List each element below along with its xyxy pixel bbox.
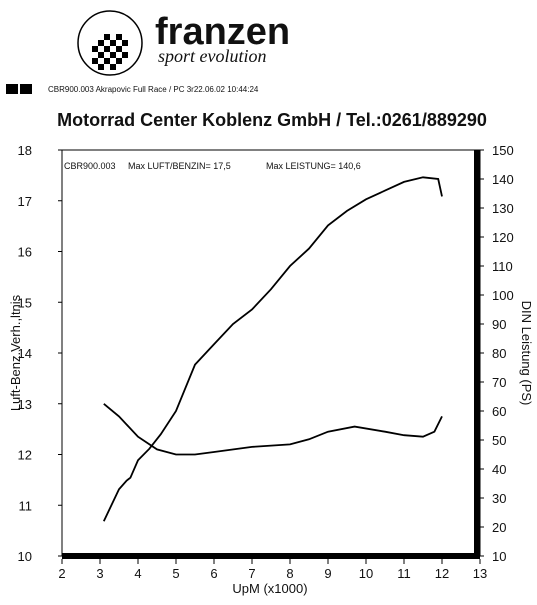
y2-tick-label: 20 xyxy=(492,520,506,535)
checker-square xyxy=(92,46,98,52)
checker-square xyxy=(122,40,128,46)
checker-square xyxy=(116,34,122,40)
y-tick-label: 18 xyxy=(18,143,32,158)
x-axis-label: UpM (x1000) xyxy=(232,581,307,596)
y2-tick-label: 40 xyxy=(492,462,506,477)
y2-tick-label: 60 xyxy=(492,404,506,419)
logo-tagline: sport evolution xyxy=(158,46,267,66)
y2-tick-label: 150 xyxy=(492,143,514,158)
x-tick-label: 6 xyxy=(210,566,217,581)
chart-title: Motorrad Center Koblenz GmbH / Tel.:0261… xyxy=(57,110,487,130)
data-line xyxy=(102,176,443,522)
checker-square xyxy=(98,64,104,70)
y-tick-label: 13 xyxy=(18,397,32,412)
y2-tick-label: 30 xyxy=(492,491,506,506)
y2-tick-label: 110 xyxy=(492,259,513,274)
logo-checker xyxy=(92,34,128,70)
y-tick-label: 16 xyxy=(18,245,32,260)
checker-square xyxy=(110,40,116,46)
y2-tick-label: 50 xyxy=(492,433,506,448)
x-tick-label: 11 xyxy=(397,566,411,581)
y2-axis-bar xyxy=(474,150,480,556)
y2-tick-label: 120 xyxy=(492,230,514,245)
y2-tick-label: 90 xyxy=(492,317,506,332)
data-line xyxy=(103,403,443,456)
y-tick-label: 14 xyxy=(18,346,32,361)
checker-square xyxy=(110,64,116,70)
x-tick-label: 10 xyxy=(359,566,373,581)
y2-axis-label: DIN Leistung (PS) xyxy=(519,301,534,406)
y-tick-label: 11 xyxy=(19,498,33,513)
x-tick-label: 5 xyxy=(172,566,179,581)
x-tick-label: 4 xyxy=(134,566,141,581)
marker xyxy=(20,84,32,94)
checker-square xyxy=(104,46,110,52)
annotation: CBR900.003 xyxy=(64,161,116,171)
x-tick-label: 12 xyxy=(435,566,449,581)
logo-text: franzen xyxy=(155,11,290,53)
x-tick-label: 3 xyxy=(96,566,103,581)
y-axis-label: Luft-Benz.Verh.,ltnis xyxy=(8,294,23,411)
plot-frame xyxy=(61,149,481,557)
checker-square xyxy=(104,58,110,64)
checker-square xyxy=(98,52,104,58)
x-tick-label: 8 xyxy=(286,566,293,581)
checker-square xyxy=(116,58,122,64)
checker-square xyxy=(110,52,116,58)
y2-tick-label: 70 xyxy=(492,375,506,390)
y-tick-label: 17 xyxy=(18,194,32,209)
x-tick-label: 9 xyxy=(324,566,331,581)
y2-tick-label: 100 xyxy=(492,288,514,303)
y-tick-label: 15 xyxy=(18,295,32,310)
y2-tick-label: 80 xyxy=(492,346,506,361)
checker-square xyxy=(98,40,104,46)
x-tick-label: 2 xyxy=(58,566,65,581)
checker-square xyxy=(116,46,122,52)
x-axis-bar xyxy=(62,553,480,559)
y2-tick-label: 130 xyxy=(492,201,514,216)
checker-square xyxy=(92,58,98,64)
x-tick-label: 7 xyxy=(248,566,255,581)
y-tick-label: 10 xyxy=(18,549,32,564)
logo: franzen sport evolution xyxy=(77,10,290,76)
checker-square xyxy=(104,34,110,40)
checker-square xyxy=(122,52,128,58)
annotation: Max LEISTUNG= 140,6 xyxy=(266,161,361,171)
y2-tick-label: 140 xyxy=(492,172,514,187)
y-tick-label: 12 xyxy=(18,448,32,463)
marker xyxy=(6,84,18,94)
y2-tick-label: 10 xyxy=(492,549,506,564)
x-tick-label: 13 xyxy=(473,566,487,581)
annotation: Max LUFT/BENZIN= 17,5 xyxy=(128,161,231,171)
run-info: CBR900.003 Akrapovic Full Race / PC 3r22… xyxy=(48,85,259,94)
